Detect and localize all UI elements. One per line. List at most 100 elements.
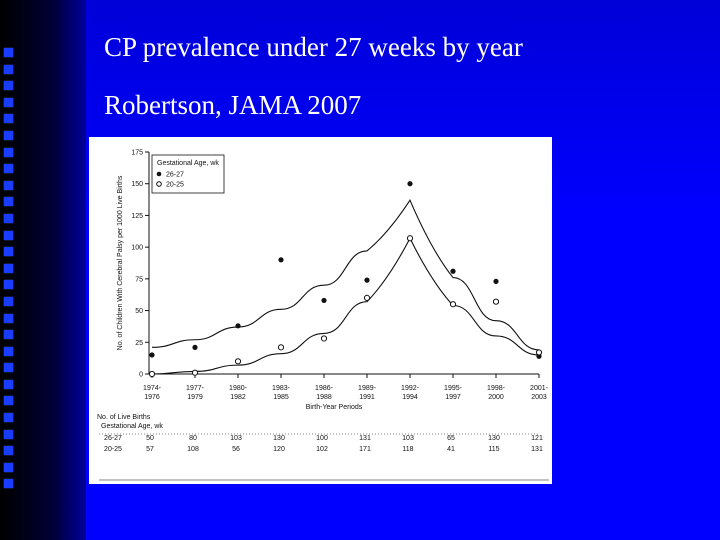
table-row-label: 26-27 — [104, 435, 122, 442]
x-tick-label-end: 1985 — [273, 394, 289, 401]
slide-subtitle: Robertson, JAMA 2007 — [104, 90, 362, 120]
x-tick-label-start: 1980- — [229, 385, 248, 392]
y-axis-label: No. of Children With Cerebral Palsy per … — [117, 175, 124, 350]
square-bullet — [4, 263, 13, 273]
x-tick-label-start: 1989- — [358, 385, 377, 392]
square-bullet — [4, 81, 13, 91]
table-cell: 131 — [531, 446, 543, 453]
x-tick-label-end: 2003 — [531, 394, 547, 401]
y-tick-label: 125 — [131, 213, 143, 220]
table-cell: 103 — [402, 435, 414, 442]
x-tick-label-end: 2000 — [488, 394, 504, 401]
data-point-20-25 — [234, 358, 242, 365]
table-cell: 100 — [316, 435, 328, 442]
y-tick-label: 175 — [131, 150, 143, 157]
data-point-26-27 — [364, 277, 370, 283]
square-bullet — [4, 147, 13, 157]
table-subtitle: Gestational Age, wk — [101, 423, 163, 430]
data-point-20-25 — [449, 301, 457, 308]
table-cell: 130 — [488, 435, 500, 442]
square-bullet — [4, 197, 13, 207]
table-cell: 130 — [273, 435, 285, 442]
x-tick-label-end: 1991 — [359, 394, 375, 401]
legend-marker-filled — [156, 171, 162, 177]
table-cell: 120 — [273, 446, 285, 453]
y-tick-label: 75 — [135, 276, 143, 283]
legend-entry-20-25: 20-25 — [166, 182, 184, 189]
slide-title: CP prevalence under 27 weeks by year — [104, 32, 523, 62]
x-tick-label-start: 2001- — [530, 385, 549, 392]
square-bullet — [4, 313, 13, 323]
x-tick-label-end: 1982 — [230, 394, 246, 401]
left-decorative-band — [0, 0, 86, 540]
table-cell: 102 — [316, 446, 328, 453]
table-cell: 108 — [187, 446, 199, 453]
y-tick-label: 25 — [135, 340, 143, 347]
table-cell: 118 — [402, 446, 413, 453]
x-tick-label-end: 1997 — [445, 394, 461, 401]
chart-figure: 0 25 50 75 100 125 150 175 No. of Children With … — [89, 137, 552, 484]
data-point-26-27 — [278, 257, 284, 263]
data-point-26-27 — [450, 268, 456, 274]
table-title: No. of Live Births — [97, 414, 151, 421]
x-tick-label-start: 1992- — [401, 385, 420, 392]
table-cell: 121 — [531, 435, 543, 442]
table-row-label: 20-25 — [104, 446, 122, 453]
data-point-26-27 — [493, 278, 499, 284]
x-tick-label-start: 1998- — [487, 385, 506, 392]
square-bullet — [4, 479, 13, 489]
data-point-20-25 — [191, 369, 199, 376]
x-tick-label-start: 1995- — [444, 385, 463, 392]
table-cell: 115 — [488, 446, 499, 453]
x-tick-label-start: 1974- — [143, 385, 162, 392]
square-bullet — [4, 446, 13, 456]
square-bullet — [4, 114, 13, 124]
square-bullet — [4, 330, 13, 340]
data-point-20-25 — [363, 294, 371, 301]
table-cell: 171 — [359, 446, 371, 453]
table-cell: 103 — [230, 435, 242, 442]
x-tick-label-end: 1979 — [187, 394, 203, 401]
x-tick-label-end: 1988 — [316, 394, 332, 401]
square-bullet — [4, 247, 13, 257]
table-cell: 131 — [359, 435, 371, 442]
square-bullet — [4, 413, 13, 423]
x-tick-label-start: 1977- — [186, 385, 205, 392]
square-bullet — [4, 379, 13, 389]
data-point-20-25 — [148, 370, 156, 378]
square-bullet — [4, 48, 13, 57]
data-point-20-25 — [535, 349, 543, 356]
chart-plot: 0 25 50 75 100 125 150 175 No. of Children With … — [97, 150, 549, 481]
square-bullet — [4, 213, 13, 223]
x-tick-label-start: 1983- — [272, 385, 291, 392]
square-bullet — [4, 180, 13, 190]
square-bullet — [4, 462, 13, 472]
square-bullet — [4, 296, 13, 306]
y-tick-label: 150 — [131, 181, 143, 188]
table-cell: 50 — [146, 435, 154, 442]
legend-entry-26-27: 26-27 — [166, 172, 184, 179]
y-tick-label: 100 — [131, 245, 143, 252]
square-bullet — [4, 230, 13, 240]
x-tick-label-end: 1994 — [402, 394, 418, 401]
y-tick-label: 50 — [135, 308, 143, 315]
data-point-26-27 — [149, 352, 155, 358]
square-bullet — [4, 363, 13, 373]
x-tick-label-end: 1976 — [144, 394, 160, 401]
square-bullet — [4, 280, 13, 290]
data-point-20-25 — [320, 335, 328, 342]
data-point-20-25 — [406, 235, 414, 242]
y-tick-label: 0 — [139, 372, 143, 379]
square-bullet — [4, 164, 13, 174]
fit-curve-26-27 — [151, 199, 540, 351]
table-cell: 57 — [146, 446, 154, 453]
legend-box — [151, 154, 225, 194]
left-square-bullets — [4, 48, 18, 496]
table-cell: 56 — [232, 446, 240, 453]
square-bullet — [4, 396, 13, 406]
data-point-26-27 — [192, 344, 198, 350]
data-point-26-27 — [407, 181, 413, 187]
fit-curve-20-25 — [151, 237, 540, 375]
square-bullet — [4, 130, 13, 140]
table-cell: 41 — [447, 446, 455, 453]
